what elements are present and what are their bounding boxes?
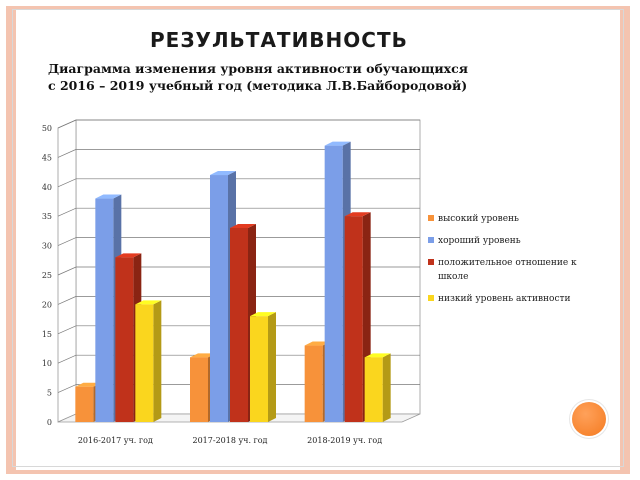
bar (250, 316, 268, 422)
bar (210, 175, 228, 422)
bar-top (324, 141, 351, 146)
bar-top (135, 300, 162, 305)
legend-label-low: низкий уровень активности (438, 294, 571, 304)
bar-top (250, 312, 276, 317)
legend-swatch-low (428, 295, 434, 301)
legend-item-high: высокий уровень (428, 212, 598, 226)
y-gridline (57, 178, 420, 188)
bar (304, 345, 323, 422)
legend-label-good: хороший уровень (438, 236, 521, 246)
y-gridline (57, 119, 420, 129)
y-tick-label: 30 (42, 242, 52, 251)
legend-item-low: низкий уровень активности (428, 292, 598, 306)
bar (135, 304, 154, 422)
legend-label-positive: положительное отношение к школе (438, 258, 577, 282)
legend-item-good: хороший уровень (428, 234, 598, 248)
bar (324, 145, 343, 422)
bar-top (364, 353, 391, 358)
x-tick-label: 2016-2017 уч. год (78, 436, 153, 445)
subtitle-line-1: Диаграмма изменения уровня активности об… (48, 61, 468, 76)
bar-top (230, 223, 256, 228)
bar (364, 357, 383, 422)
y-tick-label: 5 (47, 389, 52, 398)
bar-side (153, 300, 162, 422)
y-gridline (57, 296, 420, 305)
bar-top (344, 212, 371, 217)
legend-item-positive: положительное отношение к школе (428, 256, 598, 284)
y-tick-label: 40 (42, 183, 52, 192)
bar-top (190, 353, 216, 358)
legend-label-high: высокий уровень (438, 214, 519, 224)
decorative-orange-circle (572, 402, 606, 436)
chart-legend: высокий уровень хороший уровень положите… (428, 212, 598, 314)
y-gridline (57, 207, 420, 217)
x-tick-label: 2018-2019 уч. год (307, 436, 382, 445)
bar-side (268, 312, 276, 422)
y-gridline (57, 266, 420, 276)
bar (95, 198, 114, 422)
y-gridline (57, 149, 420, 158)
y-tick-label: 10 (42, 359, 52, 368)
x-tick-label: 2017-2018 уч. год (193, 436, 268, 445)
slide-inner-border (12, 9, 624, 467)
y-tick-label: 0 (47, 418, 52, 427)
legend-swatch-high (428, 215, 434, 221)
bar (115, 257, 134, 422)
bar-top (75, 382, 102, 387)
bar-top (304, 341, 331, 346)
legend-swatch-good (428, 237, 434, 243)
y-tick-label: 50 (42, 124, 52, 133)
legend-swatch-positive (428, 259, 434, 265)
chart-subtitle: Диаграмма изменения уровня активности об… (48, 60, 608, 94)
bar (75, 386, 94, 422)
bar-top (210, 171, 236, 176)
y-tick-label: 20 (42, 300, 52, 309)
bar (230, 227, 248, 422)
y-tick-label: 35 (42, 212, 52, 221)
slide-frame (6, 6, 630, 474)
bar (344, 216, 363, 422)
y-gridline (57, 237, 420, 246)
bar-top (95, 194, 122, 199)
bar-top (115, 253, 142, 258)
y-tick-label: 45 (42, 153, 52, 162)
y-gridline (57, 325, 420, 335)
y-tick-label: 25 (42, 271, 52, 280)
slide-title: РЕЗУЛЬТАТИВНОСТЬ (150, 28, 408, 52)
bar (190, 357, 208, 422)
subtitle-line-2: с 2016 – 2019 учебный год (методика Л.В.… (48, 78, 468, 93)
y-tick-label: 15 (42, 330, 52, 339)
bar-side (382, 353, 391, 422)
